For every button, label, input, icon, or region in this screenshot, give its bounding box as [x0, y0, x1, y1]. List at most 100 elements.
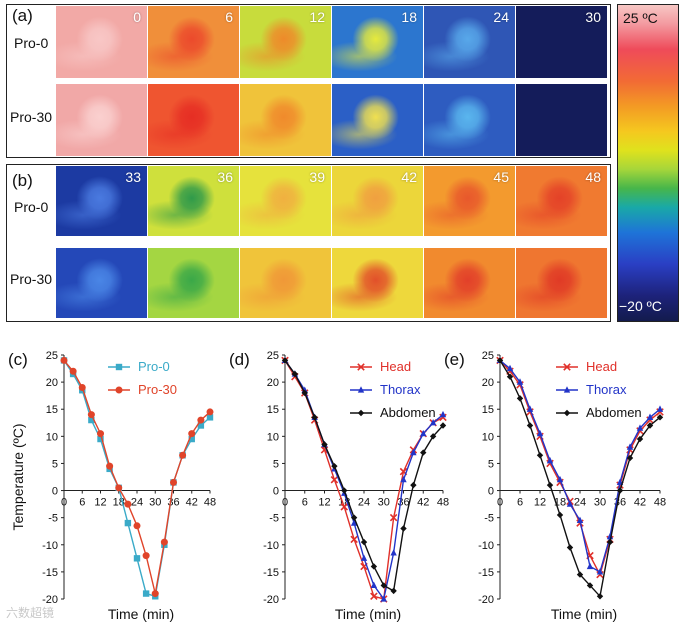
panel-b-time-label-36: 36	[217, 169, 233, 185]
chart-d-y-tick-label: 5	[273, 458, 279, 470]
chart-e-series-thorax	[496, 356, 664, 575]
panel-b-time-label-48: 48	[585, 169, 601, 185]
panel-b-thermal-image-pro-30-33	[56, 248, 147, 318]
chart-c-y-tick-label: -5	[48, 513, 58, 525]
chart-e-y-tick-label: -5	[484, 513, 494, 525]
chart-d-y-tick-label: 25	[267, 350, 279, 362]
chart-c-point-pro-30-30	[151, 590, 159, 598]
chart-e-point-abdomen-3	[506, 373, 514, 380]
panel-a-time-label-30: 30	[585, 9, 601, 25]
chart-c-y-tick-label: 5	[52, 458, 58, 470]
chart-e-point-abdomen-18	[556, 511, 564, 519]
panel-b-row-separator	[56, 236, 608, 248]
panel-a-thermal-image-pro-30-0	[56, 84, 147, 156]
chart-d-point-abdomen-18	[341, 487, 348, 494]
panel-b-thermal-image-pro-0-48: 48	[516, 166, 607, 236]
chart-d-legend-marker-abdomen	[357, 409, 365, 417]
panel-a-time-label-6: 6	[225, 9, 233, 25]
chart-e-point-abdomen-36	[616, 487, 624, 494]
chart-c-x-tick-label: 12	[94, 497, 106, 509]
chart-e-point-abdomen-9	[526, 422, 534, 429]
panel-a-row-label-pro-0: Pro-0	[14, 35, 49, 51]
panel-a-time-label-24: 24	[493, 9, 509, 25]
chart-e-point-abdomen-27	[586, 582, 594, 589]
chart-e-point-thorax-39	[626, 443, 634, 450]
chart-d-point-abdomen-24	[360, 538, 368, 546]
panel-a-thermal-image-pro-0-18: 18	[332, 6, 423, 78]
chart-c-y-tick-label: -15	[42, 567, 58, 579]
chart-e-point-thorax-33	[606, 532, 614, 540]
chart-d-point-abdomen-27	[370, 563, 378, 570]
chart-d-point-abdomen-30	[380, 582, 387, 589]
chart-c-point-pro-0-48	[206, 414, 214, 421]
chart-d-point-thorax-21	[350, 519, 358, 526]
chart-e-legend-marker-abdomen	[563, 409, 571, 417]
chart-d-x-tick-label: 30	[378, 497, 390, 509]
panel-b-time-label-39: 39	[309, 169, 325, 185]
panel-a-thermal-image-pro-0-12: 12	[240, 6, 331, 78]
chart-e-point-thorax-48	[656, 405, 664, 412]
chart-e-x-axis-label: Time (min)	[551, 606, 617, 622]
panel-a-thermal-image-pro-0-0: 0	[56, 6, 147, 78]
chart-e-point-abdomen-48	[656, 414, 664, 421]
panel-b-thermal-image-pro-0-33: 33	[56, 166, 147, 236]
chart-d-legend-marker-head	[357, 363, 365, 371]
panel-a-row-separator	[56, 78, 608, 84]
chart-d-point-thorax-36	[400, 475, 407, 483]
chart-e-legend-head: Head	[556, 359, 617, 374]
chart-d-x-tick-label: 6	[302, 497, 308, 509]
chart-c-legend-marker-pro-30	[115, 386, 123, 394]
chart-e-point-abdomen-6	[516, 395, 524, 402]
chart-c-point-pro-30-48	[206, 408, 214, 416]
chart-d-y-tick-label: 0	[273, 486, 279, 498]
chart-e-x-tick-label: 24	[574, 497, 586, 509]
chart-c-x-tick-label: 0	[61, 497, 67, 509]
panel-b-thermal-image-pro-0-39: 39	[240, 166, 331, 236]
chart-d-x-tick-label: 48	[437, 497, 449, 509]
panel-b-row-label-pro-0: Pro-0	[14, 199, 49, 215]
panel-a-thermal-image-pro-0-24: 24	[424, 6, 515, 78]
chart-c-point-pro-30-36	[170, 478, 177, 486]
chart-d-legend-label-abdomen: Abdomen	[380, 405, 436, 420]
panel-b-letter: (b)	[12, 171, 33, 190]
chart-c-x-tick-label: 42	[186, 497, 198, 509]
chart-d-point-head-15	[330, 475, 339, 484]
chart-c-point-pro-30-3	[69, 367, 77, 375]
panel-b-time-label-33: 33	[125, 169, 141, 185]
chart-d-point-abdomen-42	[420, 449, 427, 456]
chart-c-point-pro-0-12	[97, 435, 104, 443]
chart-e-series-head	[496, 356, 664, 579]
chart-e-legend-label-head: Head	[586, 359, 617, 374]
panel-b-thermal-image-pro-30-42	[332, 248, 423, 318]
panel-b-time-label-42: 42	[401, 169, 417, 185]
chart-d-x-tick-label: 24	[358, 497, 370, 509]
chart-d-legend-label-thorax: Thorax	[380, 382, 421, 397]
chart-e-point-thorax-24	[576, 516, 584, 523]
chart-e-point-abdomen-12	[536, 452, 544, 459]
chart-e-x-tick-label: 12	[534, 497, 546, 509]
chart-c-x-tick-label: 24	[131, 497, 143, 509]
chart-c-point-pro-30-15	[106, 462, 114, 470]
panel-a-time-label-18: 18	[401, 9, 417, 25]
chart-d-letter: (d)	[229, 350, 250, 369]
chart-c-point-pro-0-45	[197, 422, 205, 429]
chart-d-point-abdomen-0	[281, 357, 289, 364]
chart-e-point-thorax-15	[546, 456, 554, 464]
chart-e-x-tick-label: 0	[497, 497, 503, 509]
color-scale-max-label: 25 ºC	[623, 10, 658, 26]
chart-e-y-tick-label: -15	[478, 567, 494, 579]
chart-c-point-pro-0-9	[88, 416, 95, 424]
chart-d-point-thorax-45	[429, 418, 437, 426]
chart-c-legend-pro-30: Pro-30	[108, 382, 177, 397]
chart-d-y-tick-label: -20	[263, 594, 279, 606]
panel-b-thermal-image-pro-30-48	[516, 248, 607, 318]
chart-d-y-tick-label: -15	[263, 567, 279, 579]
panel-b-thermal-image-pro-0-42: 42	[332, 166, 423, 236]
chart-c-point-pro-0-21	[124, 519, 132, 527]
chart-e-point-thorax-45	[646, 413, 654, 420]
chart-d-y-tick-label: -10	[263, 540, 279, 552]
watermark-text: 六数超镜	[6, 606, 55, 620]
chart-c-point-pro-30-45	[197, 416, 205, 424]
